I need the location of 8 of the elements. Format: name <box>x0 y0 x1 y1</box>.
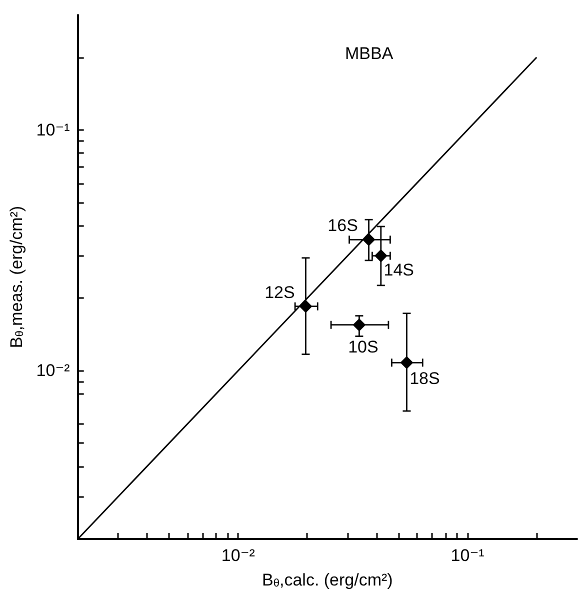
annotation: 10S <box>348 337 378 356</box>
text: MBBA <box>345 44 394 63</box>
annotation: 16S <box>328 216 358 236</box>
x-axis-title: Bθ,calc. (erg/cm²) <box>262 570 393 590</box>
annotation: 18S <box>410 369 440 388</box>
y-axis-title: Bθ,meas. (erg/cm²) <box>7 206 26 348</box>
annotation: 12S <box>264 282 295 302</box>
annotation: 14S <box>384 260 414 280</box>
